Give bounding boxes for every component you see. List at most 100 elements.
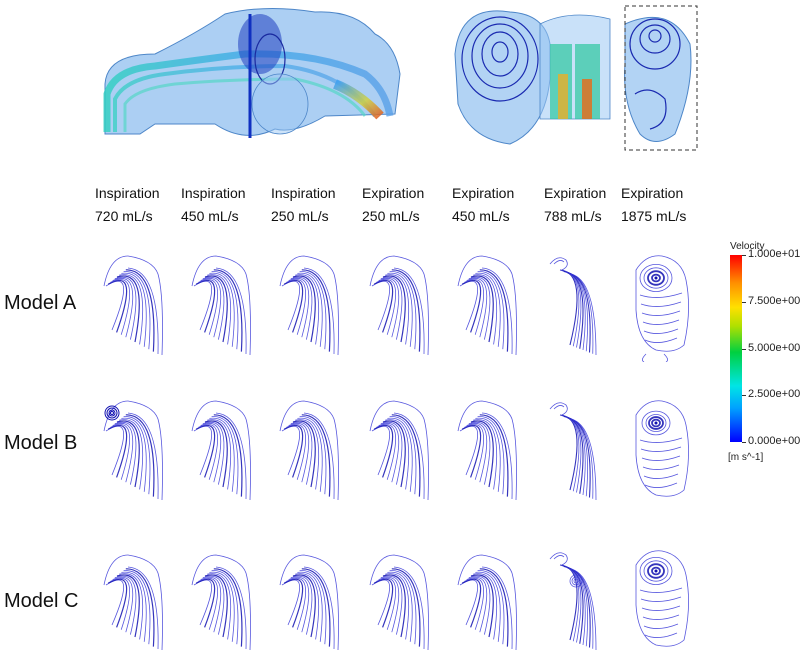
vortex-ring [104,405,120,421]
streamline [391,568,421,647]
streamline [114,276,137,340]
vortex-ring [573,578,579,584]
streamline [477,570,505,645]
streamline [641,455,681,461]
streamline [215,412,247,500]
streamline [193,425,212,476]
streamline [393,566,425,650]
streamline [378,278,400,338]
streamline [553,405,565,410]
streamline [481,412,513,500]
streamline [369,255,429,356]
vortex-core [654,569,658,573]
streamline [303,267,335,355]
streamline [371,280,390,331]
streamline [643,623,679,629]
streamline [281,280,300,331]
streamline [303,412,335,500]
streamline [569,273,597,356]
streamline [283,279,304,333]
streamline [378,423,400,483]
streamline [642,319,680,325]
colorbar-tick-mark [742,395,746,397]
streamline [549,257,568,271]
streamline [281,425,300,476]
streamline [292,420,316,488]
streamline [635,255,689,352]
vortex-ring [643,267,669,289]
column-phase: Inspiration [181,185,246,201]
streamline [107,424,128,478]
colorbar-tick-label: 0.000e+00 [748,435,801,447]
streamline [639,437,683,443]
streamline [200,577,222,633]
streamline [479,568,509,647]
colorbar-tick-label: 7.500e+00 [748,294,801,307]
vortex-ring [110,411,114,415]
column-flow-rate: 250 mL/s [271,208,329,224]
streamline [198,279,219,335]
vortex-ring [106,407,118,419]
streamline [125,568,155,647]
colorbar-tick-mark [742,301,746,303]
streamline [459,579,478,626]
column-phase: Expiration [362,185,425,201]
vortex-ring [651,273,661,283]
streamline [477,416,505,495]
streamline [643,473,679,479]
colorbar-tick-mark [742,442,746,443]
streamline-panel [369,554,429,651]
streamline [127,566,159,650]
column-header: Expiration 450 mL/s [452,182,530,228]
streamline [292,275,316,343]
streamline [385,274,410,345]
streamline [553,555,565,560]
streamline [642,614,680,620]
streamline [200,278,222,338]
streamline [382,420,406,488]
column-header: Inspiration 250 mL/s [271,182,349,228]
streamline [121,417,147,492]
streamline [198,577,219,630]
streamline [123,416,151,495]
streamline [378,577,400,633]
streamline [107,578,128,628]
column-flow-rate: 250 mL/s [362,208,420,224]
streamline [295,573,320,640]
streamline [286,577,307,630]
streamline [297,272,323,347]
streamline [373,424,394,478]
streamline [127,267,159,355]
vortex-ring [647,270,665,286]
streamline [204,574,228,638]
streamline [299,416,327,495]
streamline-panel [191,255,251,356]
streamline [475,571,501,642]
streamline [382,275,406,343]
streamline [119,274,144,345]
streamline-panel [369,400,429,501]
streamline [466,577,488,633]
streamline [301,568,331,647]
vortex-ring [569,574,583,588]
streamline [569,568,597,651]
streamline [195,279,216,333]
streamline [641,605,681,611]
vortex-ring [639,263,673,293]
streamline [473,573,498,640]
streamline [549,402,568,416]
streamline-panel [191,554,251,651]
colorbar-unit: [m s^-1] [728,452,764,463]
streamline [387,571,413,642]
row-label-model-b: Model B [4,432,78,454]
streamline [376,577,397,630]
streamline [303,566,335,650]
streamline-panel [103,255,163,356]
column-phase: Expiration [452,185,515,201]
streamline [479,414,509,497]
streamline [279,400,339,501]
streamline [297,571,323,642]
streamline [464,577,485,630]
streamline [292,574,316,638]
streamline [470,574,494,638]
